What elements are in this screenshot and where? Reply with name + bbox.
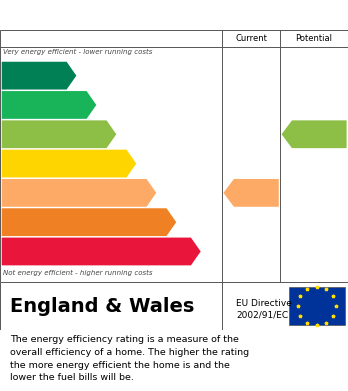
Text: The energy efficiency rating is a measure of the
overall efficiency of a home. T: The energy efficiency rating is a measur… xyxy=(10,335,250,382)
Text: F: F xyxy=(167,216,175,229)
Text: C: C xyxy=(106,128,115,141)
Text: (92-100): (92-100) xyxy=(4,73,38,79)
Text: 54: 54 xyxy=(245,187,263,199)
Text: E: E xyxy=(147,187,155,199)
Text: (39-54): (39-54) xyxy=(4,190,33,196)
Text: 2002/91/EC: 2002/91/EC xyxy=(236,310,288,319)
Text: G: G xyxy=(190,245,199,258)
Text: England & Wales: England & Wales xyxy=(10,296,195,316)
Polygon shape xyxy=(2,238,201,265)
Text: B: B xyxy=(86,99,95,111)
Text: 73: 73 xyxy=(309,128,326,141)
Polygon shape xyxy=(2,179,156,207)
Text: EU Directive: EU Directive xyxy=(236,299,292,308)
Polygon shape xyxy=(223,179,279,207)
Bar xyxy=(289,287,345,325)
Polygon shape xyxy=(2,208,176,236)
Text: (21-38): (21-38) xyxy=(4,219,33,225)
Text: (1-20): (1-20) xyxy=(4,248,28,255)
Text: Very energy efficient - lower running costs: Very energy efficient - lower running co… xyxy=(3,49,153,55)
Text: Not energy efficient - higher running costs: Not energy efficient - higher running co… xyxy=(3,269,153,276)
Text: Energy Efficiency Rating: Energy Efficiency Rating xyxy=(10,7,213,23)
Polygon shape xyxy=(2,91,96,119)
Text: D: D xyxy=(125,157,135,170)
Text: (69-80): (69-80) xyxy=(4,131,33,137)
Text: Potential: Potential xyxy=(295,34,333,43)
Text: Current: Current xyxy=(235,34,267,43)
Text: A: A xyxy=(66,69,75,82)
Text: (81-91): (81-91) xyxy=(4,102,33,108)
Polygon shape xyxy=(2,150,136,178)
Polygon shape xyxy=(2,62,76,90)
Polygon shape xyxy=(282,120,347,148)
Text: (55-68): (55-68) xyxy=(4,161,32,167)
Polygon shape xyxy=(2,120,116,148)
